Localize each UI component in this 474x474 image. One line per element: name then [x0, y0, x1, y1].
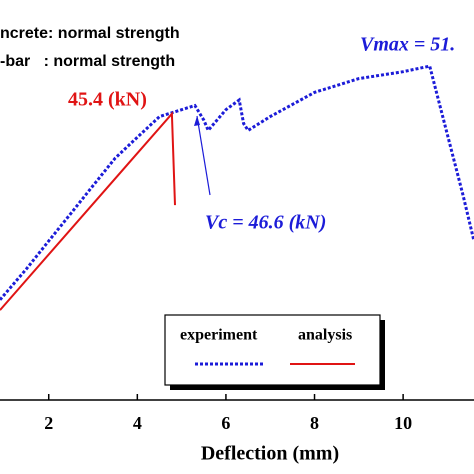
legend	[164, 314, 381, 386]
annotation: Vc = 46.6 (kN)	[205, 212, 326, 234]
annotation: ncrete: normal strength	[0, 25, 180, 42]
series-line	[0, 64, 474, 301]
series-line	[0, 111, 176, 311]
annotation: -bar : normal strength	[0, 53, 175, 70]
x-tick-label: 2	[44, 413, 53, 433]
arrow	[196, 115, 211, 196]
x-tick-label: 4	[133, 413, 142, 433]
x-axis-title: Deflection (mm)	[201, 443, 339, 465]
legend-label: experiment	[180, 327, 258, 344]
legend-label: analysis	[298, 327, 352, 344]
annotation: 45.4 (kN)	[68, 89, 147, 111]
x-tick-label: 10	[394, 413, 412, 433]
arrow-head	[194, 116, 200, 126]
x-tick-label: 6	[221, 413, 230, 433]
annotation: Vmax = 51.	[360, 34, 455, 56]
x-tick-label: 8	[310, 413, 319, 433]
